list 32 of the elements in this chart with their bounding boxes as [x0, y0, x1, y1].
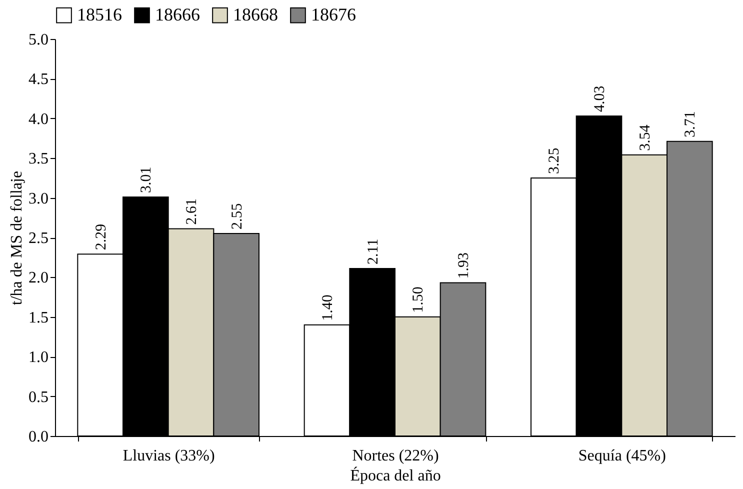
x-tick-label: Lluvias (33%)	[122, 448, 215, 464]
data-label: 3.25	[546, 148, 563, 174]
y-tick-label: 2.5	[28, 230, 48, 247]
data-label: 3.71	[682, 111, 699, 138]
y-tick-label: 0.0	[28, 428, 48, 446]
y-tick-label: 3.5	[28, 150, 48, 168]
data-label: 2.11	[365, 238, 382, 264]
data-label: 1.40	[320, 294, 336, 321]
x-tick-label: Nortes (22%)	[352, 448, 439, 464]
y-tick-label: 0.5	[28, 388, 48, 406]
legend-label: 18668	[233, 4, 278, 24]
data-label: 1.50	[410, 286, 427, 313]
data-label: 2.29	[93, 224, 110, 250]
data-label: 1.93	[456, 252, 472, 279]
legend-label: 18666	[155, 4, 200, 24]
y-tick-label: 4.5	[28, 71, 48, 88]
legend-label: 18516	[77, 4, 122, 24]
x-tick-label: Sequía (45%)	[578, 448, 666, 464]
data-label: 3.01	[138, 166, 155, 194]
y-tick-label: 2.0	[28, 270, 48, 287]
y-tick-label: 3.0	[28, 190, 48, 208]
data-label: 3.54	[637, 124, 654, 151]
y-tick-label: 5.0	[28, 32, 48, 48]
data-label: 2.55	[229, 203, 246, 230]
y-tick-label: 1.0	[28, 349, 48, 366]
data-label: 2.61	[184, 198, 200, 225]
y-axis-title: t/ha de MS de follaje	[8, 170, 26, 306]
y-tick-label: 4.0	[28, 110, 48, 128]
data-label: 4.03	[592, 86, 608, 112]
legend-label: 18676	[311, 4, 356, 24]
x-axis-title: Época del año	[350, 466, 441, 484]
y-tick-label: 1.5	[28, 309, 48, 326]
